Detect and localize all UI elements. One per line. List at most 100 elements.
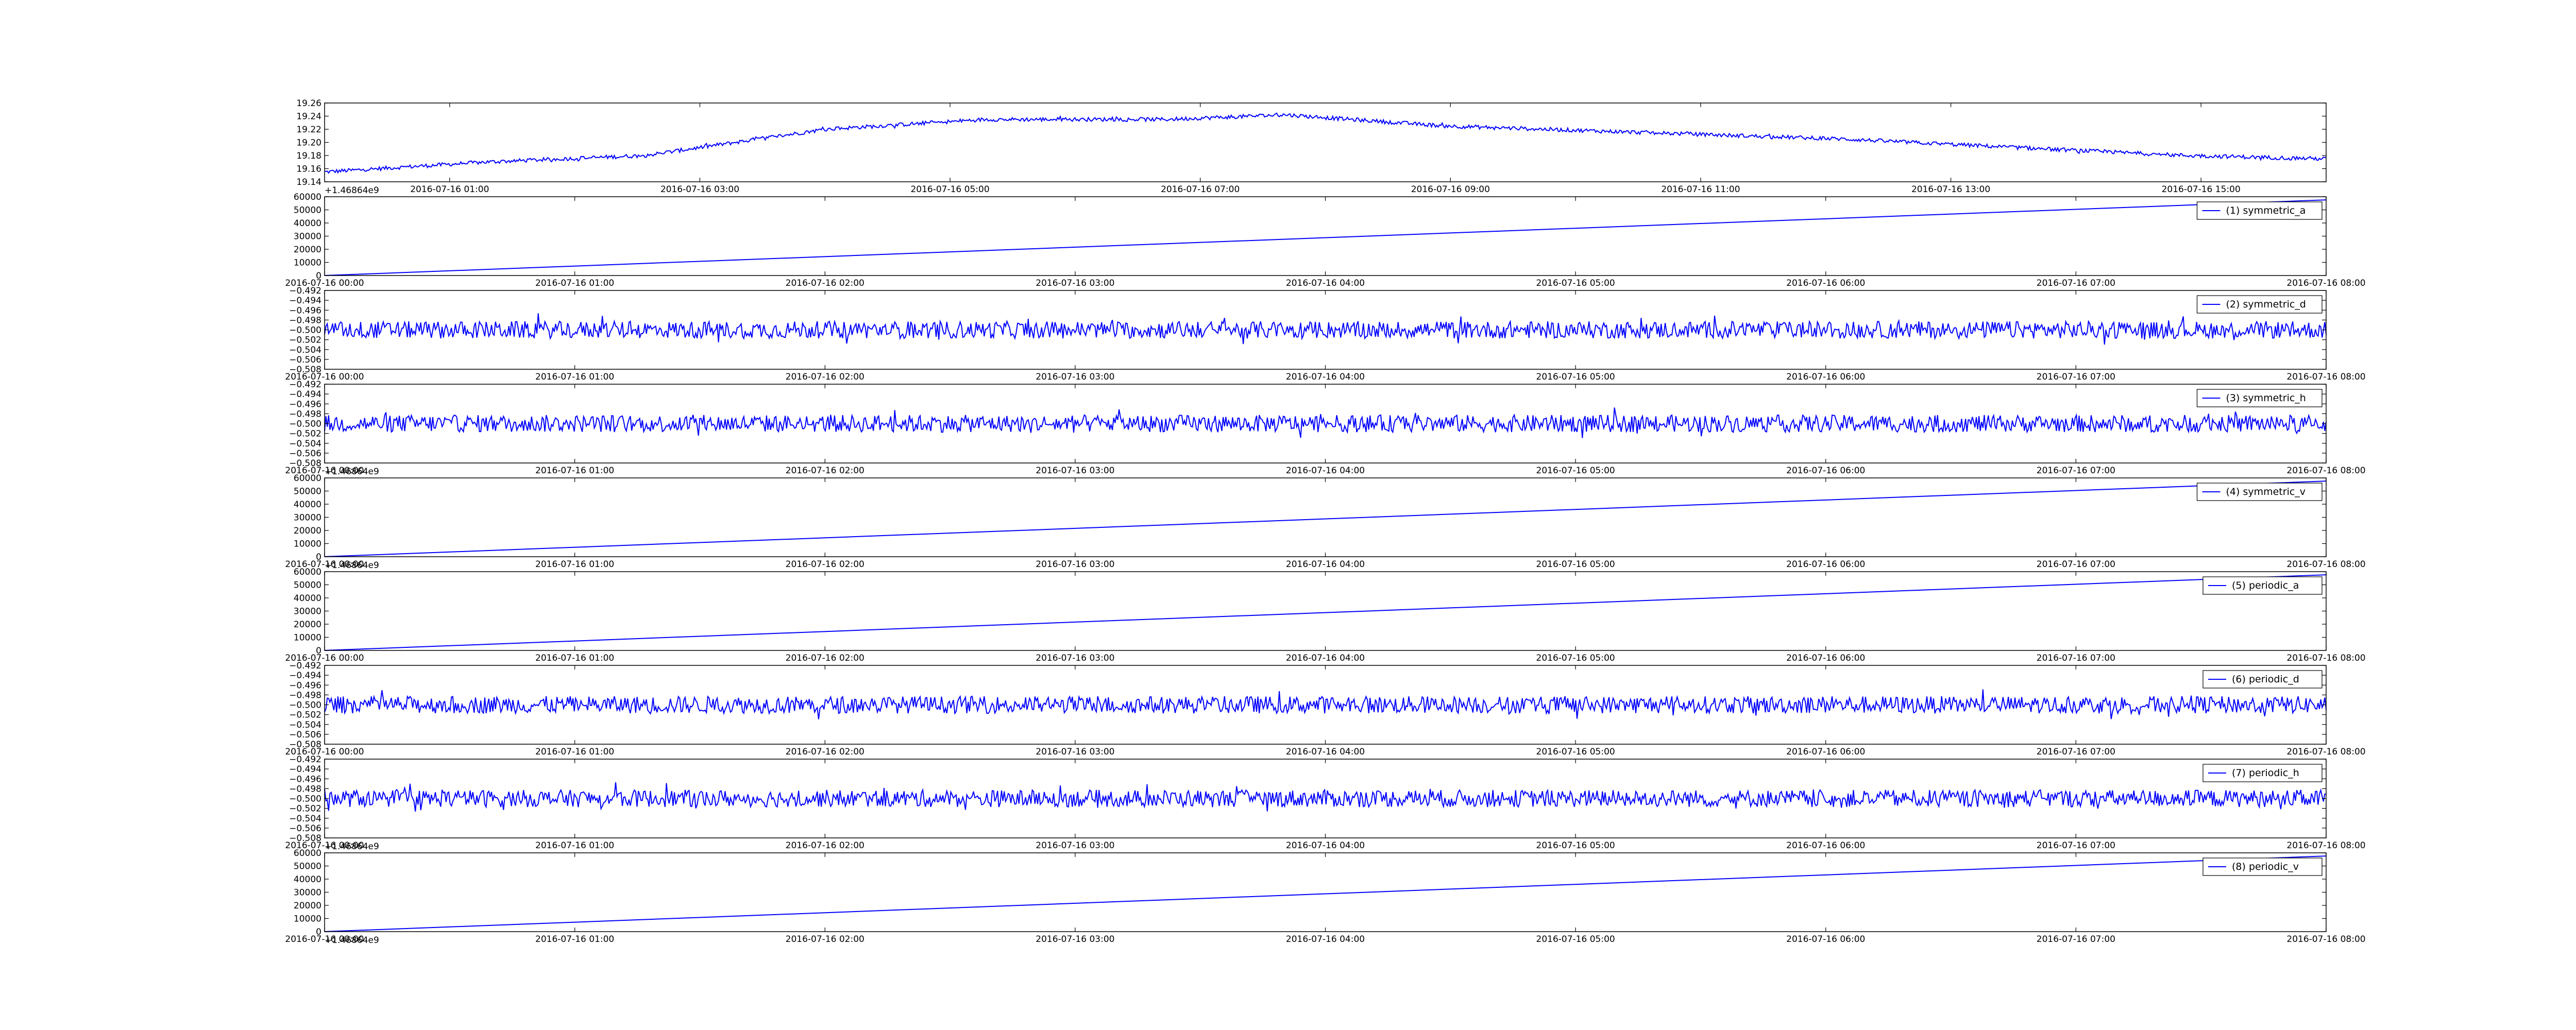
y-tick-label: 19.26 [296, 98, 321, 109]
x-tick-label: 2016-07-16 07:00 [2037, 559, 2115, 570]
series-line-7 [324, 782, 2327, 812]
y-tick-label: −0.504 [289, 439, 321, 449]
y-tick-label: −0.496 [289, 399, 321, 409]
y-tick-label: −0.504 [289, 345, 321, 355]
y-tick-label: −0.500 [289, 419, 321, 430]
y-tick-label: 19.14 [296, 177, 321, 187]
x-tick-label: 2016-07-16 01:00 [535, 934, 614, 945]
x-tick-label: 2016-07-16 06:00 [1786, 653, 1865, 663]
y-tick-label: −0.494 [289, 389, 321, 400]
y-tick-label: 20000 [294, 901, 321, 911]
y-tick-label: 30000 [294, 513, 321, 523]
x-tick-label: 2016-07-16 00:00 [285, 372, 364, 382]
y-tick-label: −0.506 [289, 823, 321, 834]
y-tick-label: 19.20 [296, 138, 321, 148]
x-tick-label: 2016-07-16 02:00 [786, 372, 865, 382]
y-tick-label: 0 [316, 552, 321, 562]
x-tick-label: 2016-07-16 03:00 [1036, 840, 1114, 851]
x-tick-label: 2016-07-16 04:00 [1286, 278, 1365, 288]
legend-label: (3) symmetric_h [2226, 392, 2306, 404]
y-tick-label: 50000 [294, 580, 321, 591]
offset-text: +1.46864e9 [325, 935, 379, 946]
x-tick-label: 2016-07-16 07:00 [2037, 934, 2115, 945]
x-tick-label: 2016-07-16 08:00 [2286, 559, 2365, 570]
legend-label: (7) periodic_h [2232, 767, 2299, 779]
y-tick-label: 0 [316, 271, 321, 281]
series-line-0 [325, 112, 2327, 174]
x-tick-label: 2016-07-16 05:00 [1536, 559, 1615, 570]
y-tick-label: −0.500 [289, 794, 321, 804]
y-tick-label: −0.498 [289, 315, 321, 325]
y-tick-label: 0 [316, 646, 321, 656]
y-tick-label: 10000 [294, 914, 321, 924]
y-tick-label: 60000 [294, 192, 321, 202]
y-tick-label: −0.500 [289, 325, 321, 336]
x-tick-label: 2016-07-16 07:00 [2037, 747, 2115, 757]
x-tick-label: 2016-07-16 05:00 [1536, 466, 1615, 476]
x-tick-label: 2016-07-16 01:00 [535, 653, 614, 663]
x-tick-label: 2016-07-16 02:00 [786, 747, 865, 757]
subplot-5: 0 10000 20000 30000 40000 50000 60000 2016-07-1… [285, 567, 2365, 663]
x-tick-label: 2016-07-16 05:00 [1536, 747, 1615, 757]
y-tick-label: −0.500 [289, 700, 321, 711]
x-tick-label: 2016-07-16 00:00 [285, 747, 364, 757]
y-tick-label: 10000 [294, 539, 321, 550]
x-tick-label: 2016-07-16 01:00 [535, 840, 614, 851]
y-tick-label: 50000 [294, 862, 321, 872]
y-tick-label: 20000 [294, 620, 321, 630]
x-tick-label: 2016-07-16 00:00 [285, 934, 364, 945]
legend: (6) periodic_d [2202, 670, 2323, 689]
y-tick-label: 60000 [294, 473, 321, 484]
x-tick-label: 2016-07-16 05:00 [1536, 372, 1615, 382]
x-tick-label: 2016-07-16 03:00 [1036, 372, 1114, 382]
offset-text: +1.46864e9 [325, 842, 379, 852]
y-tick-label: −0.494 [289, 296, 321, 306]
y-tick-label: −0.492 [289, 754, 321, 765]
offset-text: +1.46864e9 [325, 185, 379, 196]
x-tick-label: 2016-07-16 07:00 [2037, 653, 2115, 663]
y-tick-label: 19.22 [296, 125, 321, 135]
axes-frame-0 [324, 102, 2327, 182]
x-tick-label: 2016-07-16 00:00 [285, 466, 364, 476]
y-tick-label: −0.492 [289, 661, 321, 671]
x-tick-label: 2016-07-16 03:00 [1036, 747, 1114, 757]
x-tick-label: 2016-07-16 01:00 [535, 466, 614, 476]
x-tick-label: 2016-07-16 04:00 [1286, 559, 1365, 570]
subplot-4: 0 10000 20000 30000 40000 50000 60000 2016-07-1… [285, 473, 2365, 571]
x-tick-label: 2016-07-16 00:00 [285, 278, 364, 288]
y-tick-label: −0.502 [289, 804, 321, 814]
legend-label: (5) periodic_a [2232, 580, 2299, 591]
offset-text: +1.46864e9 [325, 467, 379, 477]
x-tick-label: 2016-07-16 04:00 [1286, 934, 1365, 945]
offset-text: +1.46864e9 [325, 560, 379, 571]
y-tick-label: −0.504 [289, 814, 321, 824]
x-tick-label: 2016-07-16 03:00 [1036, 653, 1114, 663]
x-tick-label: 2016-07-16 02:00 [786, 466, 865, 476]
y-tick-label: −0.496 [289, 680, 321, 691]
y-tick-label: −0.508 [289, 833, 321, 844]
x-tick-label: 2016-07-16 01:00 [535, 372, 614, 382]
subplot-6: −0.508−0.506−0.504−0.502−0.500−0.498−0.4… [285, 661, 2365, 757]
x-tick-label: 2016-07-16 08:00 [2286, 372, 2365, 382]
x-tick-label: 2016-07-16 06:00 [1786, 934, 1865, 945]
x-tick-label: 2016-07-16 08:00 [2286, 934, 2365, 945]
x-tick-label: 2016-07-16 08:00 [2286, 653, 2365, 663]
x-tick-label: 2016-07-16 06:00 [1786, 466, 1865, 476]
series-line-6 [324, 689, 2327, 719]
x-tick-label: 2016-07-16 04:00 [1286, 747, 1365, 757]
legend: (5) periodic_a [2202, 576, 2323, 595]
y-tick-label: 50000 [294, 487, 321, 497]
x-tick-label: 2016-07-16 05:00 [1536, 653, 1615, 663]
x-tick-label: 2016-07-16 05:00 [1536, 278, 1615, 288]
x-tick-label: 2016-07-16 09:00 [1411, 184, 1490, 195]
x-tick-label: 2016-07-16 03:00 [1036, 934, 1114, 945]
x-tick-label: 2016-07-16 08:00 [2286, 840, 2365, 851]
x-tick-label: 2016-07-16 07:00 [1161, 184, 1240, 195]
x-tick-label: 2016-07-16 08:00 [2286, 747, 2365, 757]
x-tick-label: 2016-07-16 07:00 [2037, 840, 2115, 851]
y-tick-label: −0.506 [289, 449, 321, 459]
y-tick-label: −0.496 [289, 774, 321, 784]
y-tick-label: 40000 [294, 500, 321, 510]
x-tick-label: 2016-07-16 03:00 [1036, 466, 1114, 476]
